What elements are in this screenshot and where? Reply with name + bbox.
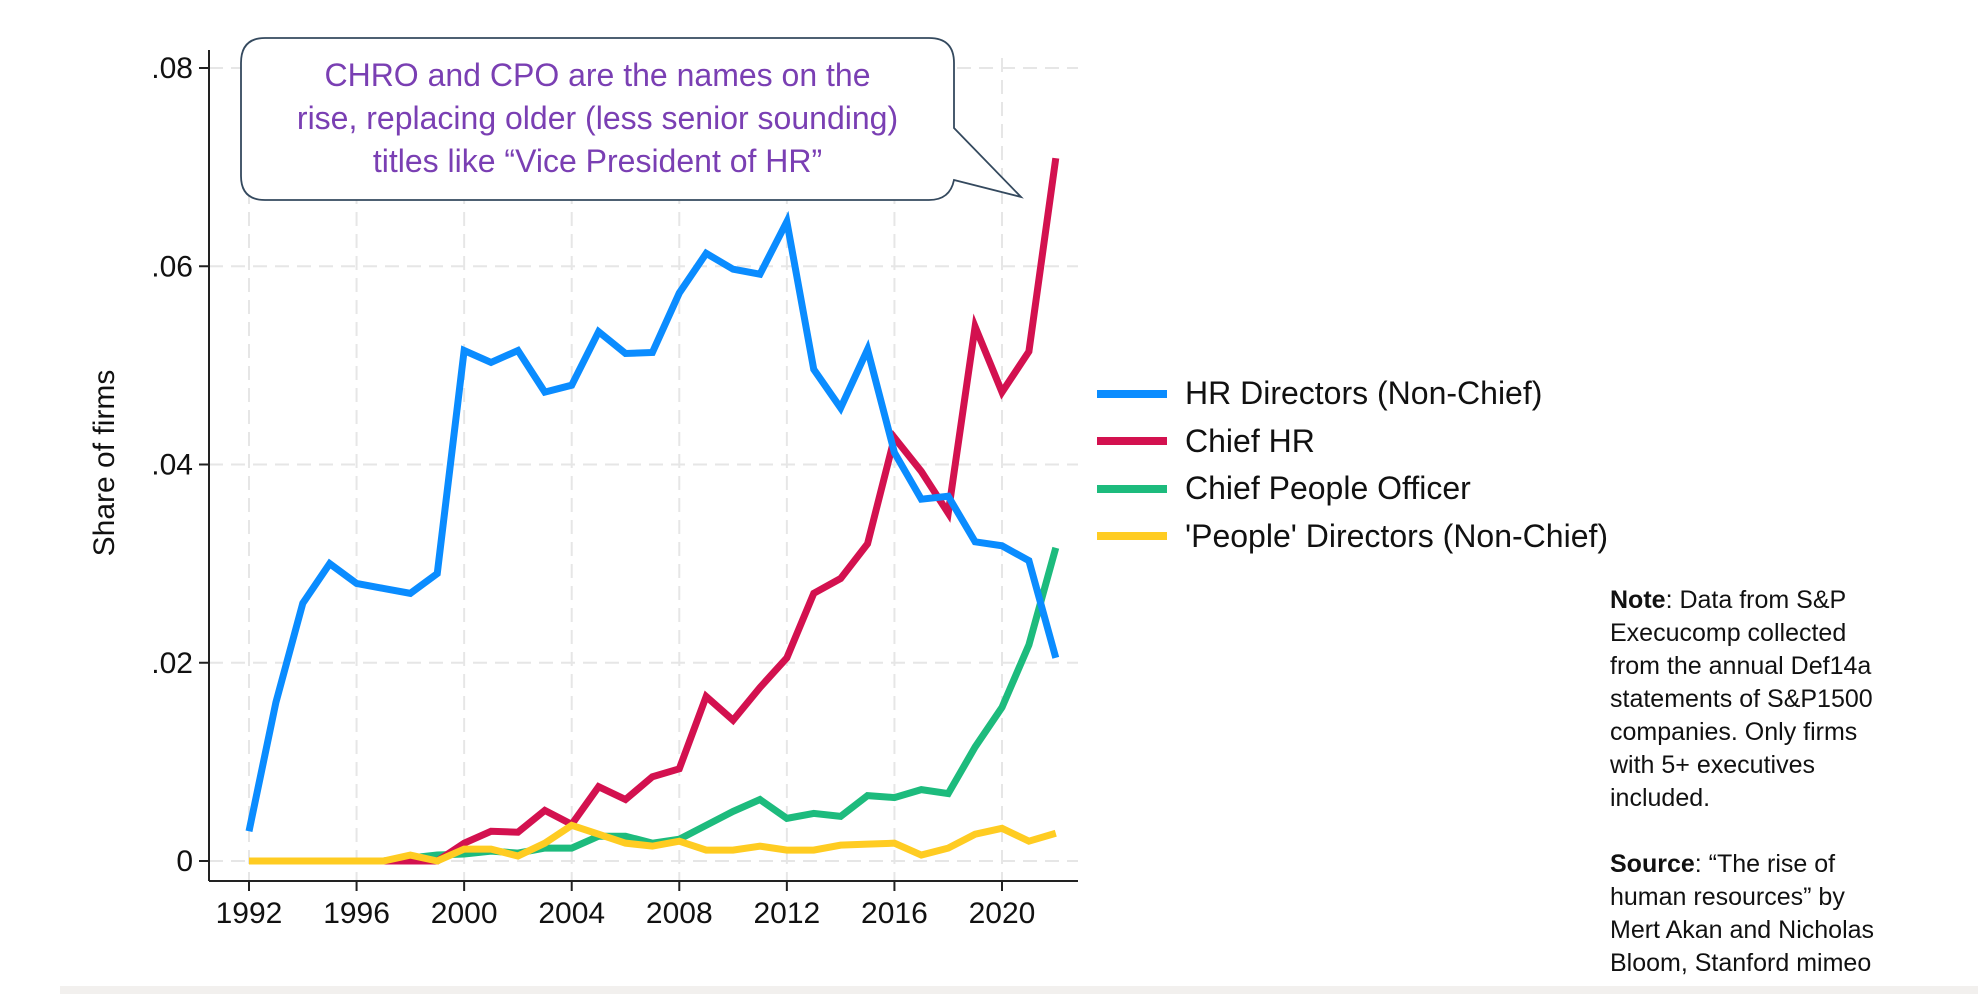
source-text: : “The rise of	[1694, 850, 1836, 878]
callout-shape	[240, 37, 1024, 201]
y-axis-ticks: 0 .02 .04 .06 .08	[151, 52, 209, 878]
series-line-hr-directors-non-chief	[245, 210, 1060, 832]
legend-swatch	[1097, 437, 1167, 446]
legend-swatch	[1097, 532, 1167, 541]
legend: HR Directors (Non-Chief) Chief HR Chief …	[1097, 370, 1608, 560]
x-tick-label: 1992	[216, 897, 283, 930]
y-tick-label: .04	[151, 449, 193, 482]
legend-item: Chief HR	[1097, 418, 1608, 466]
y-tick-label: 0	[176, 845, 193, 878]
x-tick-label: 1996	[323, 897, 390, 930]
legend-item: Chief People Officer	[1097, 465, 1608, 513]
callout-bubble	[240, 37, 1024, 201]
note-text: : Data from S&P	[1665, 586, 1847, 614]
legend-label: 'People' Directors (Non-Chief)	[1185, 517, 1609, 554]
note-text: from the annual Def14a	[1610, 652, 1872, 680]
annotation-line: titles like “Vice President of HR”	[372, 143, 823, 179]
note-text: statements of S&P1500	[1610, 685, 1873, 713]
annotation-line: CHRO and CPO are the names on the	[324, 57, 871, 93]
x-axis-ticks: 1992 1996 2000 2004 2008 2012 2016 2020	[216, 881, 1036, 930]
note-text: with 5+ executives	[1610, 751, 1815, 779]
note-text: included.	[1610, 784, 1711, 812]
series-line-chief-hr	[249, 157, 1060, 865]
source-label: Source	[1610, 850, 1695, 878]
x-tick-label: 2000	[431, 897, 498, 930]
note-text: Execucomp collected	[1610, 619, 1847, 647]
legend-label: Chief People Officer	[1185, 470, 1471, 507]
y-axis-title: Share of firms	[88, 370, 121, 557]
annotation-line: rise, replacing older (less senior sound…	[296, 100, 899, 136]
y-tick-label: .02	[151, 647, 193, 680]
legend-item: HR Directors (Non-Chief)	[1097, 370, 1608, 418]
x-tick-label: 2020	[969, 897, 1036, 930]
y-tick-label: .06	[151, 250, 193, 283]
annotation-callout: CHRO and CPO are the names on the rise, …	[241, 38, 954, 200]
series-line-people-directors-non-chief	[249, 821, 1057, 865]
source-text: human resources” by	[1610, 883, 1845, 911]
x-tick-label: 2016	[861, 897, 928, 930]
legend-label: HR Directors (Non-Chief)	[1185, 375, 1543, 412]
bottom-divider	[60, 986, 1978, 994]
note-label: Note	[1610, 586, 1666, 614]
note-block: Note: Data from S&P Execucomp collected …	[1610, 584, 1874, 980]
note-text: companies. Only firms	[1610, 718, 1858, 746]
x-tick-label: 2012	[753, 897, 820, 930]
series-lines	[245, 157, 1060, 865]
series-line-chief-people-officer	[249, 546, 1060, 865]
legend-swatch	[1097, 484, 1167, 493]
source-text: Mert Akan and Nicholas	[1610, 916, 1875, 944]
y-tick-label: .08	[151, 52, 193, 85]
legend-item: 'People' Directors (Non-Chief)	[1097, 513, 1608, 561]
x-tick-label: 2008	[646, 897, 713, 930]
x-tick-label: 2004	[538, 897, 605, 930]
legend-swatch	[1097, 389, 1167, 398]
source-text: Bloom, Stanford mimeo	[1610, 949, 1872, 977]
legend-label: Chief HR	[1185, 422, 1315, 459]
